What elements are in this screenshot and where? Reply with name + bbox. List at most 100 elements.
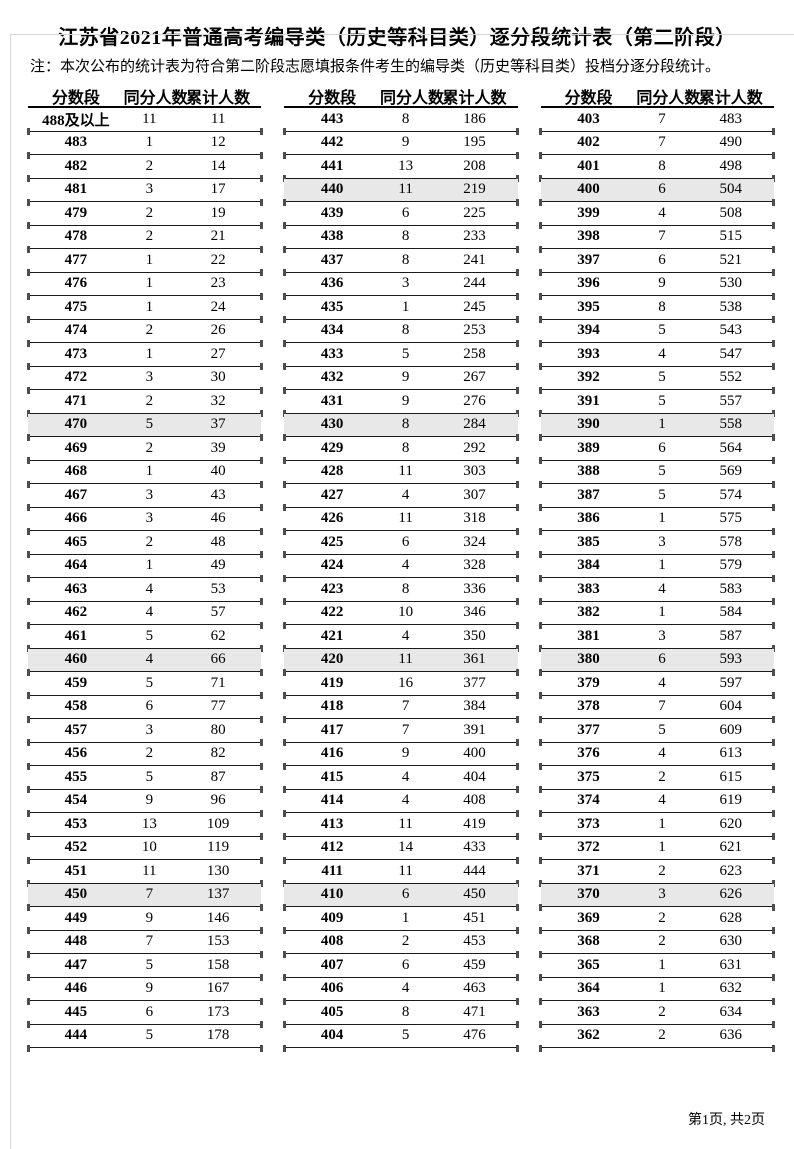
cumulative-count-cell: 587 [719,627,743,644]
table-row: 376 4 613 [539,743,776,769]
table-row: 476 1 23 [26,273,264,299]
score-cell: 422 [320,604,344,621]
score-cell: 370 [577,886,600,903]
same-score-count-cell: 7 [658,110,666,127]
cumulative-count-cell: 307 [463,486,486,503]
same-score-count-cell: 5 [145,627,154,644]
table-row: 407 6 459 [282,954,520,981]
score-cell: 448 [64,933,88,950]
col-header-cumulative-count: 累计人数 [698,89,763,107]
same-score-count-cell: 1 [145,134,154,151]
score-cell: 374 [577,792,600,809]
score-cell: 403 [577,110,600,127]
same-score-count-cell: 3 [658,533,666,550]
cumulative-count-cell: 504 [719,181,743,198]
score-table-2: 分数段 同分人数 累计人数 443 8 186 442 9 195 441 13 208 440 1… [282,85,520,1051]
same-score-count-cell: 5 [401,345,410,362]
same-score-count-cell: 4 [401,768,410,785]
score-cell: 394 [577,322,600,339]
score-cell: 416 [320,745,344,762]
table-row: 378 7 604 [539,696,776,722]
score-cell: 460 [64,651,88,668]
score-table-3: 分数段 同分人数 累计人数 403 7 483 402 7 490 401 8 498 400 6 5… [539,85,776,1051]
same-score-count-cell: 4 [401,627,410,644]
col-header-score-range: 分数段 [51,89,100,107]
score-cell: 488及以上 [42,112,110,129]
table-row: 488及以上 11 11 [26,108,264,135]
table-row: 451 11 130 [26,860,264,887]
col-header-score-range: 分数段 [308,89,357,107]
same-score-count-cell: 7 [401,698,410,715]
cumulative-count-cell: 538 [719,298,743,315]
cumulative-count-cell: 173 [206,1003,230,1020]
table-row: 474 2 26 [26,320,264,346]
same-score-count-cell: 5 [401,1027,410,1044]
table-row: 446 9 167 [26,978,264,1004]
cumulative-count-cell: 109 [206,815,230,832]
cumulative-count-cell: 619 [719,792,743,809]
table-row: 406 4 463 [282,978,520,1004]
table-header: 分数段 同分人数 累计人数 [540,85,774,108]
score-cell: 454 [64,792,88,809]
table-row: 440 11 219 [282,178,520,205]
same-score-count-cell: 1 [658,604,666,621]
score-cell: 379 [577,674,600,691]
score-cell: 404 [320,1027,344,1044]
cumulative-count-cell: 574 [719,486,743,503]
cumulative-count-cell: 17 [210,181,226,198]
score-cell: 373 [577,815,600,832]
same-score-count-cell: 9 [145,980,154,997]
cumulative-count-cell: 23 [210,275,226,292]
same-score-count-cell: 8 [401,580,410,597]
table-row: 403 7 483 [539,108,776,135]
score-cell: 396 [577,275,600,292]
score-cell: 376 [577,745,600,762]
table-row: 443 8 186 [282,108,520,135]
cumulative-count-cell: 476 [463,1027,486,1044]
table-row: 381 3 587 [539,625,776,652]
score-cell: 398 [577,228,600,245]
table-row: 418 7 384 [282,696,520,722]
table-row: 405 8 471 [282,1001,520,1028]
cumulative-count-cell: 578 [719,533,743,550]
score-cell: 368 [577,933,600,950]
same-score-count-cell: 8 [401,110,410,127]
table-row: 421 4 350 [282,625,520,652]
cumulative-count-cell: 623 [719,862,743,879]
cumulative-count-cell: 628 [719,909,743,926]
cumulative-count-cell: 471 [463,1003,486,1020]
table-row: 416 9 400 [282,743,520,769]
score-cell: 388 [577,463,600,480]
table-row: 423 8 336 [282,578,520,605]
cumulative-count-cell: 597 [719,674,743,691]
table-row: 466 3 46 [26,508,264,534]
note-text: 注：本次公布的统计表为符合第二阶段志愿填报条件考生的编导类（历史等科目类）投档分… [30,59,721,75]
table-row: 395 8 538 [539,296,776,323]
cumulative-count-cell: 43 [210,486,226,503]
score-cell: 483 [64,134,88,151]
table-row: 464 1 49 [26,555,264,581]
score-cell: 425 [320,533,344,550]
score-cell: 419 [320,674,344,691]
score-cell: 407 [320,956,344,973]
same-score-count-cell: 8 [401,1003,410,1020]
score-cell: 392 [577,369,600,386]
table-row: 460 4 66 [26,648,264,675]
score-table-1: 分数段 同分人数 累计人数 488及以上 11 11 483 1 12 482 2 14 481 3… [26,85,264,1051]
same-score-count-cell: 4 [658,204,666,221]
cumulative-count-cell: 292 [463,439,486,456]
table-row: 384 1 579 [539,555,776,581]
same-score-count-cell: 1 [401,298,410,315]
cumulative-count-cell: 80 [210,721,226,738]
table-row: 404 5 476 [282,1025,520,1051]
cumulative-count-cell: 384 [463,698,486,715]
table-body: 403 7 483 402 7 490 401 8 498 400 6 504 399 4 508 398 7 5… [539,108,776,1051]
score-cell: 439 [320,204,344,221]
table-row: 419 16 377 [282,672,520,699]
table-row: 426 11 318 [282,508,520,534]
same-score-count-cell: 2 [145,157,154,174]
cumulative-count-cell: 27 [210,345,226,362]
same-score-count-cell: 9 [658,275,666,292]
table-row: 479 2 19 [26,202,264,229]
cumulative-count-cell: 153 [206,933,230,950]
